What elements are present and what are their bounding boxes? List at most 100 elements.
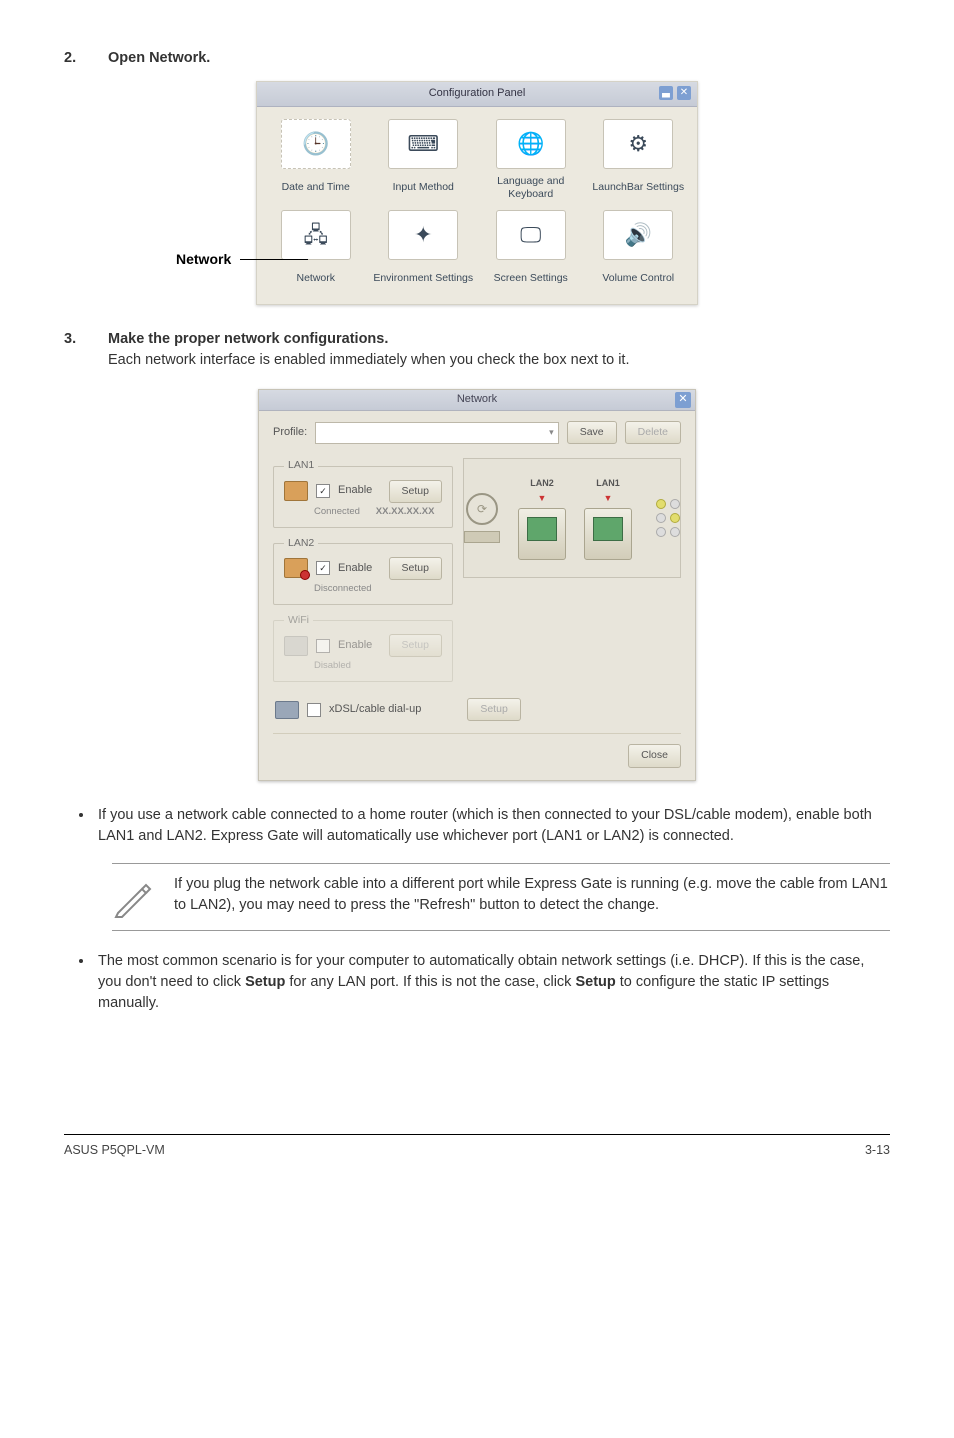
page-footer: ASUS P5QPL-VM 3-13: [64, 1134, 890, 1159]
config-item-input-method[interactable]: ⌨ Input Method: [373, 119, 475, 200]
footer-left: ASUS P5QPL-VM: [64, 1141, 165, 1159]
device-lan2: LAN2 ▼: [518, 477, 566, 559]
step-3-heading: Make the proper network configurations.: [108, 329, 890, 350]
bullet2-b: for any LAN port. If this is not the cas…: [285, 974, 575, 990]
lan2-status: Disconnected: [314, 582, 442, 596]
keyboard-icon: ⌨: [388, 119, 458, 169]
lan1-enable-label: Enable: [338, 483, 372, 499]
config-item-label: Environment Settings: [373, 266, 473, 290]
minimize-icon[interactable]: ▃: [659, 86, 673, 100]
config-item-label: Language and Keyboard: [480, 175, 582, 200]
network-body: Profile: ▾ Save Delete LAN1 ✓ Enable: [259, 411, 695, 779]
lan1-group: LAN1 ✓ Enable Setup Connected XX.XX.XX.X…: [273, 458, 453, 527]
step-3-body: Each network interface is enabled immedi…: [108, 350, 890, 371]
close-button[interactable]: Close: [628, 744, 681, 767]
delete-button[interactable]: Delete: [625, 421, 681, 444]
config-panel-titlebar: Configuration Panel ▃ ✕: [257, 82, 697, 107]
dsl-row: xDSL/cable dial-up Setup: [273, 690, 681, 725]
computer-icon: [518, 508, 566, 560]
device-diagram: ⟳ LAN2 ▼ LAN1 ▼: [463, 458, 681, 578]
step-2-number: 2.: [64, 48, 108, 69]
profile-combo[interactable]: ▾: [315, 422, 558, 444]
step-3-number: 3.: [64, 329, 108, 371]
lan1-status: Connected: [314, 506, 360, 517]
network-title: Network: [457, 392, 497, 408]
footer-right: 3-13: [865, 1141, 890, 1159]
close-icon[interactable]: ✕: [675, 392, 691, 408]
network-footer: Close: [273, 733, 681, 767]
config-item-environment[interactable]: ✦ Environment Settings: [373, 210, 475, 290]
step-3-text-wrap: Make the proper network configurations. …: [108, 329, 890, 371]
config-item-volume[interactable]: 🔊 Volume Control: [588, 210, 690, 290]
wifi-enable-label: Enable: [338, 638, 372, 654]
config-item-label: Volume Control: [602, 266, 674, 290]
config-item-label: Date and Time: [282, 175, 350, 199]
config-panel-window: Configuration Panel ▃ ✕ 🕒 Date and Time …: [256, 81, 698, 305]
launchbar-icon: ⚙: [603, 119, 673, 169]
network-titlebar: Network ✕: [259, 390, 695, 411]
lan2-group: LAN2 ✓ Enable Setup Disconnected: [273, 536, 453, 605]
config-panel-grid: 🕒 Date and Time ⌨ Input Method 🌐 Languag…: [257, 107, 697, 304]
lan1-setup-button[interactable]: Setup: [389, 480, 442, 503]
setup-bold: Setup: [575, 974, 615, 990]
dsl-checkbox[interactable]: [307, 703, 321, 717]
nic-icon: [284, 481, 308, 501]
profile-label: Profile:: [273, 425, 307, 441]
dsl-setup-button: Setup: [467, 698, 520, 721]
config-item-label: Screen Settings: [494, 266, 568, 290]
config-item-language[interactable]: 🌐 Language and Keyboard: [480, 119, 582, 200]
lan2-enable-label: Enable: [338, 561, 372, 577]
config-item-launchbar[interactable]: ⚙ LaunchBar Settings: [588, 119, 690, 200]
network-pointer-line: [240, 259, 308, 260]
lan2-legend: LAN2: [284, 536, 318, 551]
network-pointer-label: Network: [176, 249, 231, 269]
wifi-status: Disabled: [314, 659, 442, 673]
wifi-legend: WiFi: [284, 613, 313, 628]
config-item-screen[interactable]: 🖵 Screen Settings: [480, 210, 582, 290]
config-item-label: LaunchBar Settings: [592, 175, 684, 199]
network-lower: LAN1 ✓ Enable Setup Connected XX.XX.XX.X…: [273, 458, 681, 690]
step-3: 3. Make the proper network configuration…: [64, 329, 890, 371]
config-item-network[interactable]: 🖧 Network: [265, 210, 367, 290]
network-window: Network ✕ Profile: ▾ Save Delete LAN1: [258, 389, 696, 780]
close-icon[interactable]: ✕: [677, 86, 691, 100]
led-panel: [656, 499, 680, 537]
step-2: 2. Open Network.: [64, 48, 890, 69]
nic-icon: [284, 558, 308, 578]
step-2-text: Open Network.: [108, 48, 890, 69]
config-item-label: Input Method: [393, 175, 454, 199]
save-button[interactable]: Save: [567, 421, 617, 444]
setup-bold: Setup: [245, 974, 285, 990]
speaker-icon: 🔊: [603, 210, 673, 260]
network-window-figure: Network ✕ Profile: ▾ Save Delete LAN1: [64, 389, 890, 780]
modem-icon: [275, 701, 299, 719]
device-lan2-label: LAN2: [530, 477, 554, 490]
config-panel-figure: Network Configuration Panel ▃ ✕ 🕒 Date a…: [64, 81, 890, 305]
computer-icon: [584, 508, 632, 560]
wifi-setup-button: Setup: [389, 634, 442, 657]
config-item-date-time[interactable]: 🕒 Date and Time: [265, 119, 367, 200]
note-text: If you plug the network cable into a dif…: [174, 874, 890, 916]
config-item-label: Network: [296, 266, 335, 290]
lan1-ip: XX.XX.XX.XX: [376, 506, 435, 517]
bullet-list-2: The most common scenario is for your com…: [64, 951, 890, 1014]
wifi-icon: [284, 636, 308, 656]
wifi-enable-checkbox[interactable]: [316, 639, 330, 653]
lan2-setup-button[interactable]: Setup: [389, 557, 442, 580]
network-icon: 🖧: [281, 210, 351, 260]
bullet-list: If you use a network cable connected to …: [64, 805, 890, 847]
lan2-enable-checkbox[interactable]: ✓: [316, 561, 330, 575]
wifi-group: WiFi Enable Setup Disabled: [273, 613, 453, 682]
hub-icon: ⟳: [466, 493, 498, 525]
screen-icon: 🖵: [496, 210, 566, 260]
switch-icon: [464, 531, 500, 543]
config-panel-title: Configuration Panel: [429, 86, 526, 102]
chevron-down-icon: ▾: [549, 426, 554, 439]
arrow-down-icon: ▼: [538, 492, 547, 505]
clock-icon: 🕒: [281, 119, 351, 169]
profile-row: Profile: ▾ Save Delete: [273, 421, 681, 444]
pencil-icon: [112, 874, 156, 920]
globe-icon: 🌐: [496, 119, 566, 169]
window-controls: ▃ ✕: [659, 86, 691, 100]
lan1-enable-checkbox[interactable]: ✓: [316, 484, 330, 498]
